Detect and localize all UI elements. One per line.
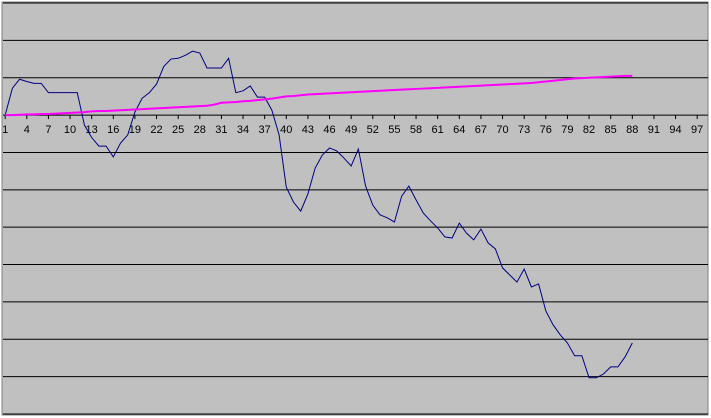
x-tick-label: 73 [518, 124, 530, 136]
x-tick-label: 58 [410, 124, 422, 136]
x-tick-label: 64 [453, 124, 465, 136]
x-tick-label: 52 [367, 124, 379, 136]
x-tick-label: 34 [237, 124, 249, 136]
x-tick-label: 25 [172, 124, 184, 136]
x-tick-label: 49 [345, 124, 357, 136]
x-tick-label: 94 [669, 124, 681, 136]
x-tick-label: 22 [150, 124, 162, 136]
x-tick-label: 82 [583, 124, 595, 136]
x-tick-label: 31 [215, 124, 227, 136]
x-tick-label: 79 [561, 124, 573, 136]
x-tick-label: 37 [259, 124, 271, 136]
x-tick-label: 4 [24, 124, 30, 136]
data-line [4, 50, 633, 379]
x-tick-label: 85 [605, 124, 617, 136]
x-tick-label: 55 [388, 124, 400, 136]
x-tick-label: 91 [648, 124, 660, 136]
x-tick-label: 76 [540, 124, 552, 136]
x-tick-label: 97 [691, 124, 703, 136]
x-tick-label: 28 [194, 124, 206, 136]
x-tick-label: 43 [302, 124, 314, 136]
data-line [5, 74, 633, 117]
x-tick-label: 10 [64, 124, 76, 136]
x-tick-label: 7 [45, 124, 51, 136]
x-tick-label: 16 [107, 124, 119, 136]
x-tick-label: 67 [475, 124, 487, 136]
x-tick-label: 40 [280, 124, 292, 136]
x-tick-label: 70 [496, 124, 508, 136]
x-tick-label: 46 [323, 124, 335, 136]
x-tick-label: 88 [626, 124, 638, 136]
x-tick-label: 61 [432, 124, 444, 136]
x-tick-label: 1 [2, 124, 8, 136]
x-tick-label: 19 [129, 124, 141, 136]
